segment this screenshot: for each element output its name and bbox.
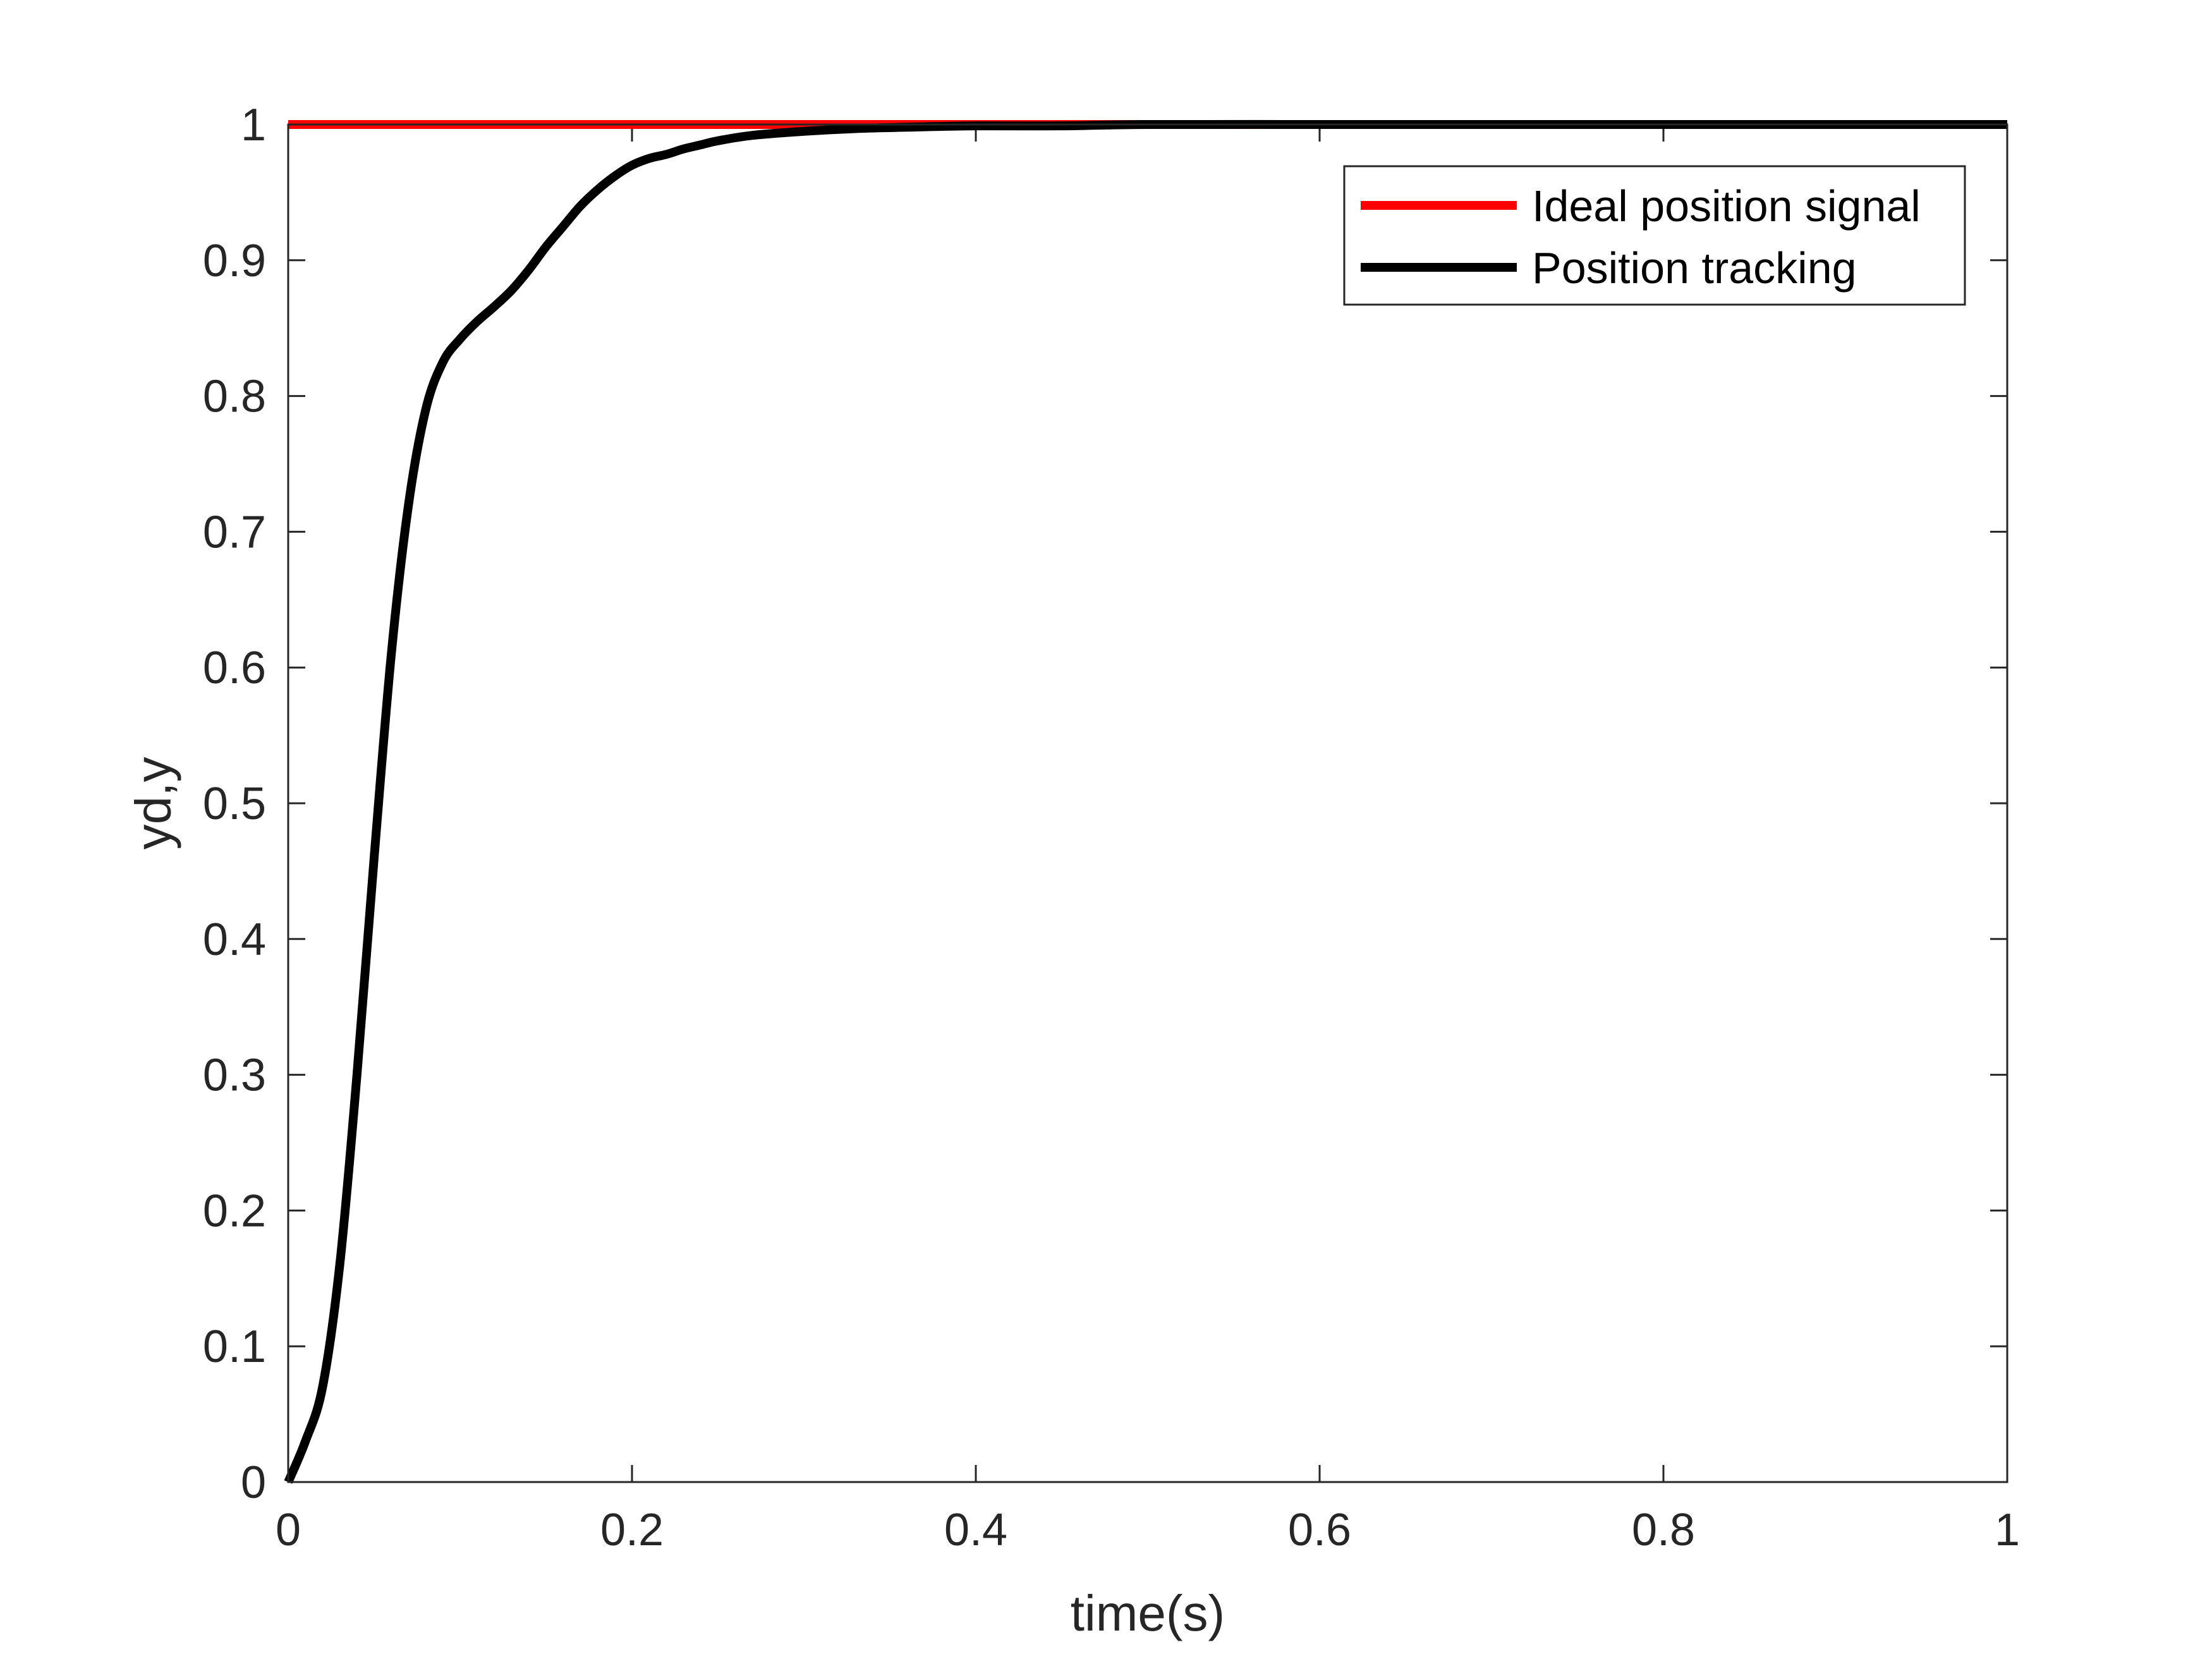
x-axis-label: time(s) <box>1071 1585 1225 1641</box>
data-point <box>511 290 512 291</box>
data-point <box>305 1441 306 1442</box>
y-axis-label: yd,y <box>125 757 181 850</box>
data-point <box>408 504 409 505</box>
legend-label-position-tracking: Position tracking <box>1532 243 1857 293</box>
data-point <box>356 1074 357 1075</box>
y-tick-label: 0.6 <box>203 643 266 693</box>
y-tick-label: 0.3 <box>203 1050 266 1101</box>
legend-label-ideal-position-signal: Ideal position signal <box>1532 181 1921 231</box>
y-tick-label: 0.7 <box>203 507 266 557</box>
data-point <box>391 653 392 654</box>
x-tick-label: 0.2 <box>600 1505 664 1555</box>
data-point <box>752 135 753 136</box>
legend: Ideal position signal Position tracking <box>1343 165 1966 306</box>
data-point <box>546 246 547 247</box>
data-point <box>632 165 633 166</box>
y-tick-label: 0.4 <box>203 915 266 965</box>
y-tick-label: 0.1 <box>203 1322 266 1372</box>
y-tick-label: 1 <box>241 100 266 150</box>
axis-tick-labels: 0 0.2 0.4 0.6 0.8 1 0 0.1 0.2 0.3 0.4 0.5 0.6 0.7 0.8 0… <box>203 100 2020 1555</box>
data-point <box>477 321 478 322</box>
data-point <box>666 154 667 155</box>
data-point <box>528 269 529 270</box>
x-tick-label: 0.8 <box>1632 1505 1695 1555</box>
y-tick-label: 0.5 <box>203 779 266 829</box>
data-point <box>907 127 908 128</box>
data-point <box>649 158 650 159</box>
data-point <box>563 226 564 227</box>
data-point <box>494 306 495 307</box>
x-tick-label: 1 <box>1995 1505 2020 1555</box>
data-point <box>374 857 375 858</box>
x-tick-label: 0.4 <box>944 1505 1007 1555</box>
y-tick-label: 0.2 <box>203 1186 266 1236</box>
x-tick-label: 0.6 <box>1288 1505 1351 1555</box>
data-point <box>580 205 581 206</box>
x-tick-label: 0 <box>276 1505 301 1555</box>
y-tick-label: 0.8 <box>203 372 266 422</box>
data-point <box>855 128 856 129</box>
y-tick-label: 0.9 <box>203 236 266 286</box>
axes-box <box>287 123 2008 1483</box>
legend-box <box>1343 165 1966 306</box>
data-point <box>718 140 719 141</box>
y-tick-label: 0 <box>241 1457 266 1508</box>
